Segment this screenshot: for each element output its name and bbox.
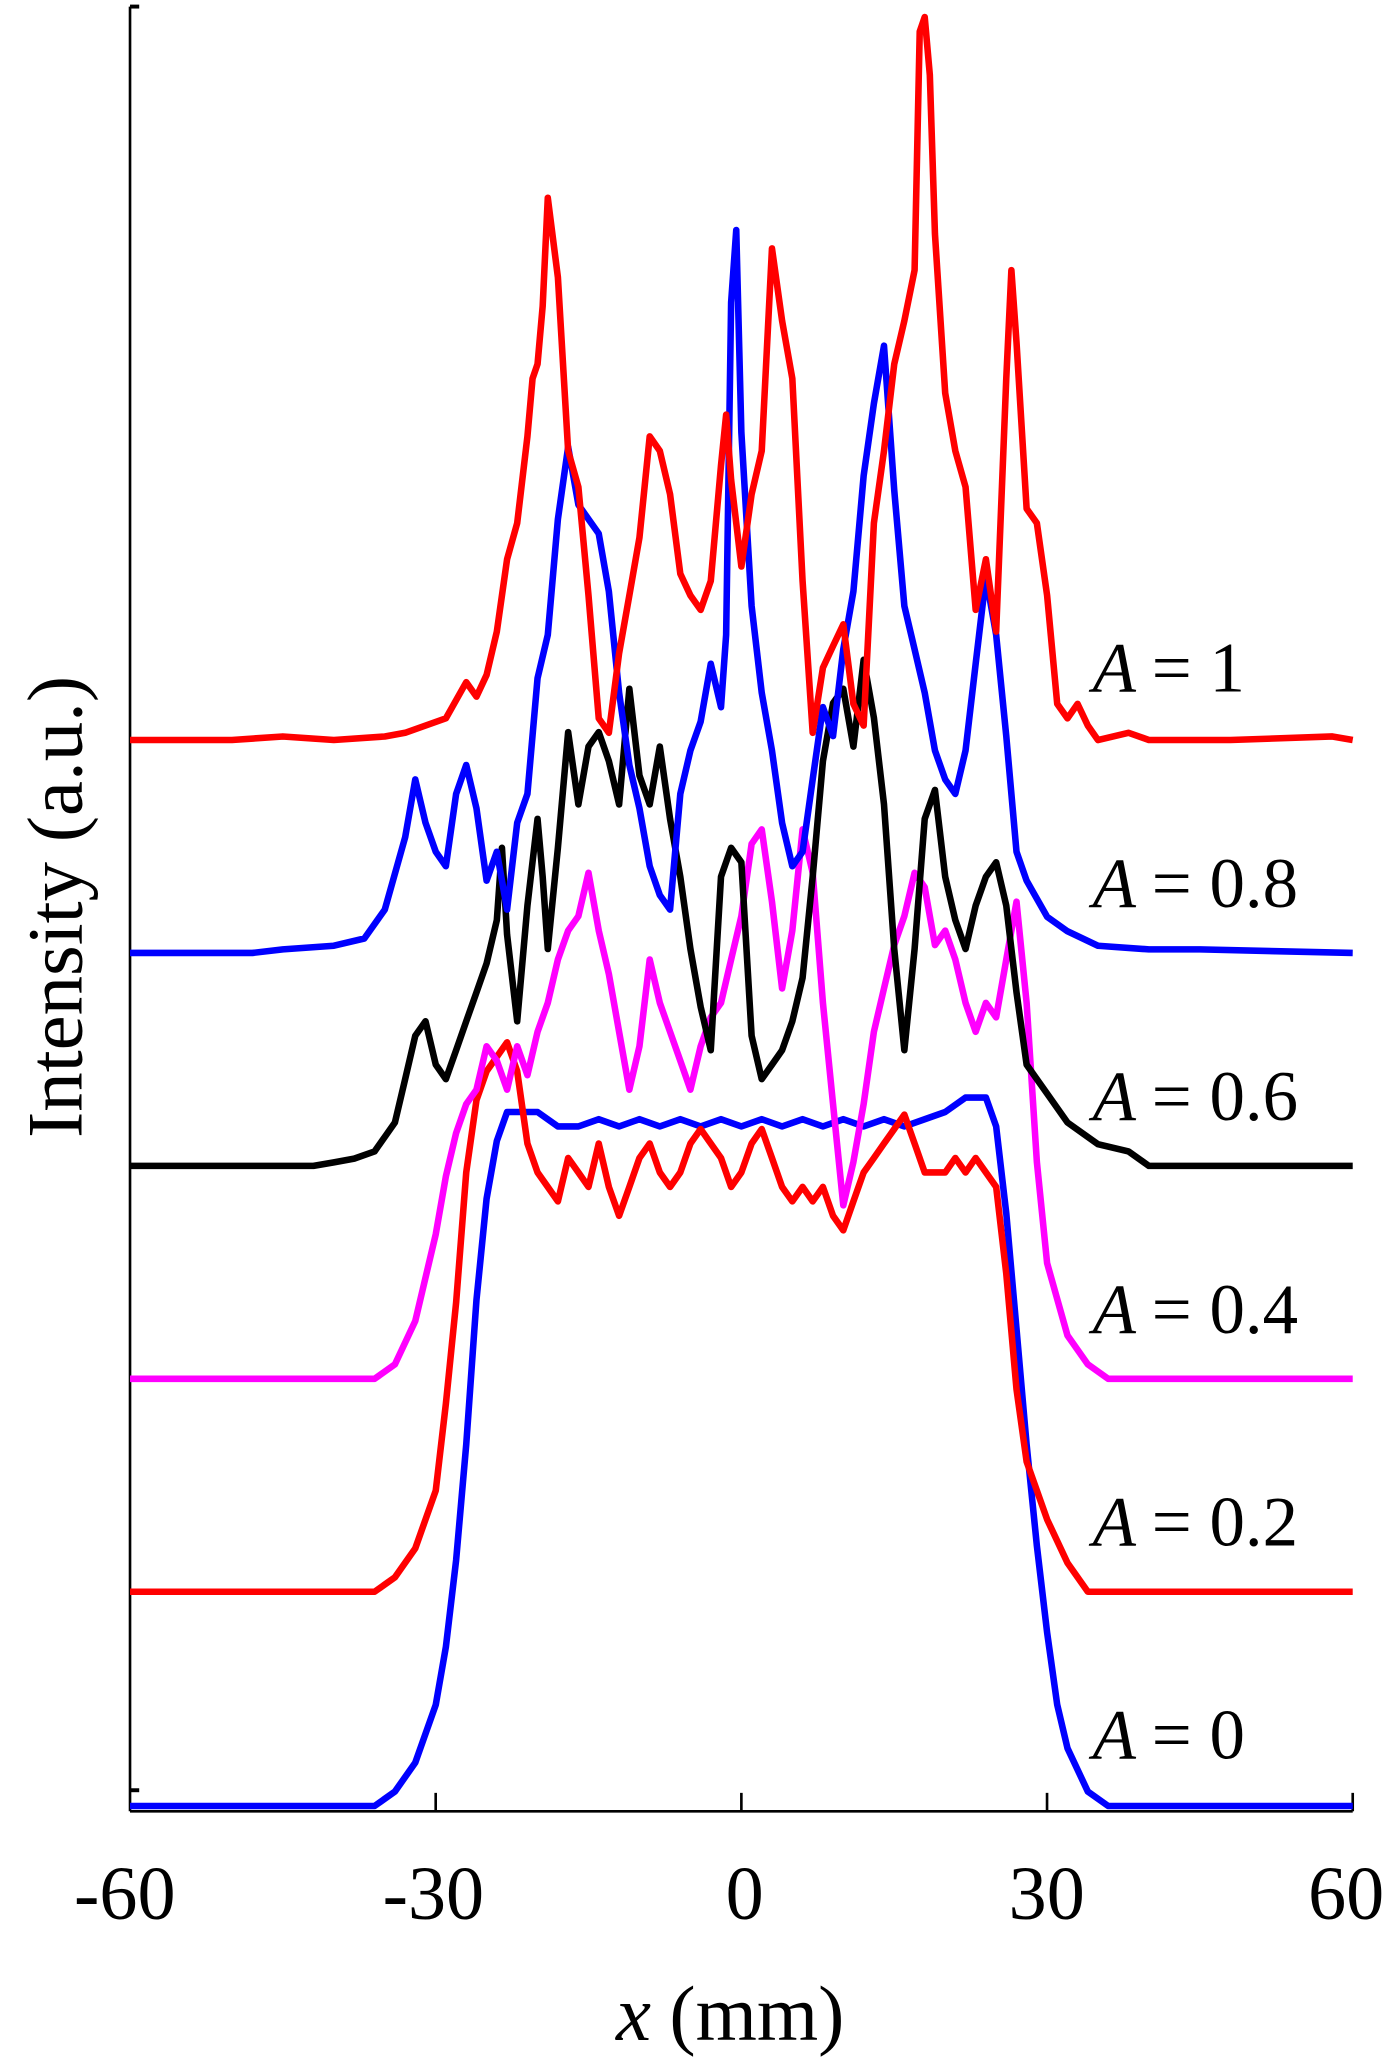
axes: [128, 4, 1355, 1813]
series-line-a02: [130, 1039, 1353, 1596]
series-label-a1: A = 1: [1089, 629, 1245, 707]
series-line-a1: [130, 13, 1354, 744]
x-tick-label: 0: [726, 1852, 764, 1936]
x-tick-label: -60: [74, 1852, 176, 1936]
y-axis-label: Intensity (a.u.): [12, 676, 99, 1138]
series-label-a06: A = 0.6: [1089, 1058, 1298, 1136]
series-line-a06: [130, 656, 1353, 1170]
x-axis-ticks: [434, 1792, 1355, 1812]
series-label-a08: A = 0.8: [1089, 845, 1298, 923]
series-layer: [130, 13, 1354, 1810]
series-label-a0: A = 0: [1089, 1697, 1245, 1775]
series-line-a08: [130, 226, 1353, 957]
series-label-a02: A = 0.2: [1089, 1484, 1298, 1562]
series-line-a0: [130, 1094, 1353, 1810]
x-tick-labels: -60 -30 0 30 60: [74, 1852, 1384, 1936]
x-tick-label: 30: [1009, 1852, 1085, 1936]
series-label-a04: A = 0.4: [1089, 1271, 1298, 1349]
series-labels: A = 1 A = 0.8 A = 0.6 A = 0.4 A = 0.2 A = 0: [1089, 629, 1298, 1774]
x-tick-label: 60: [1308, 1852, 1384, 1936]
x-axis-label: x (mm): [615, 1971, 844, 2058]
x-tick-label: -30: [383, 1852, 485, 1936]
